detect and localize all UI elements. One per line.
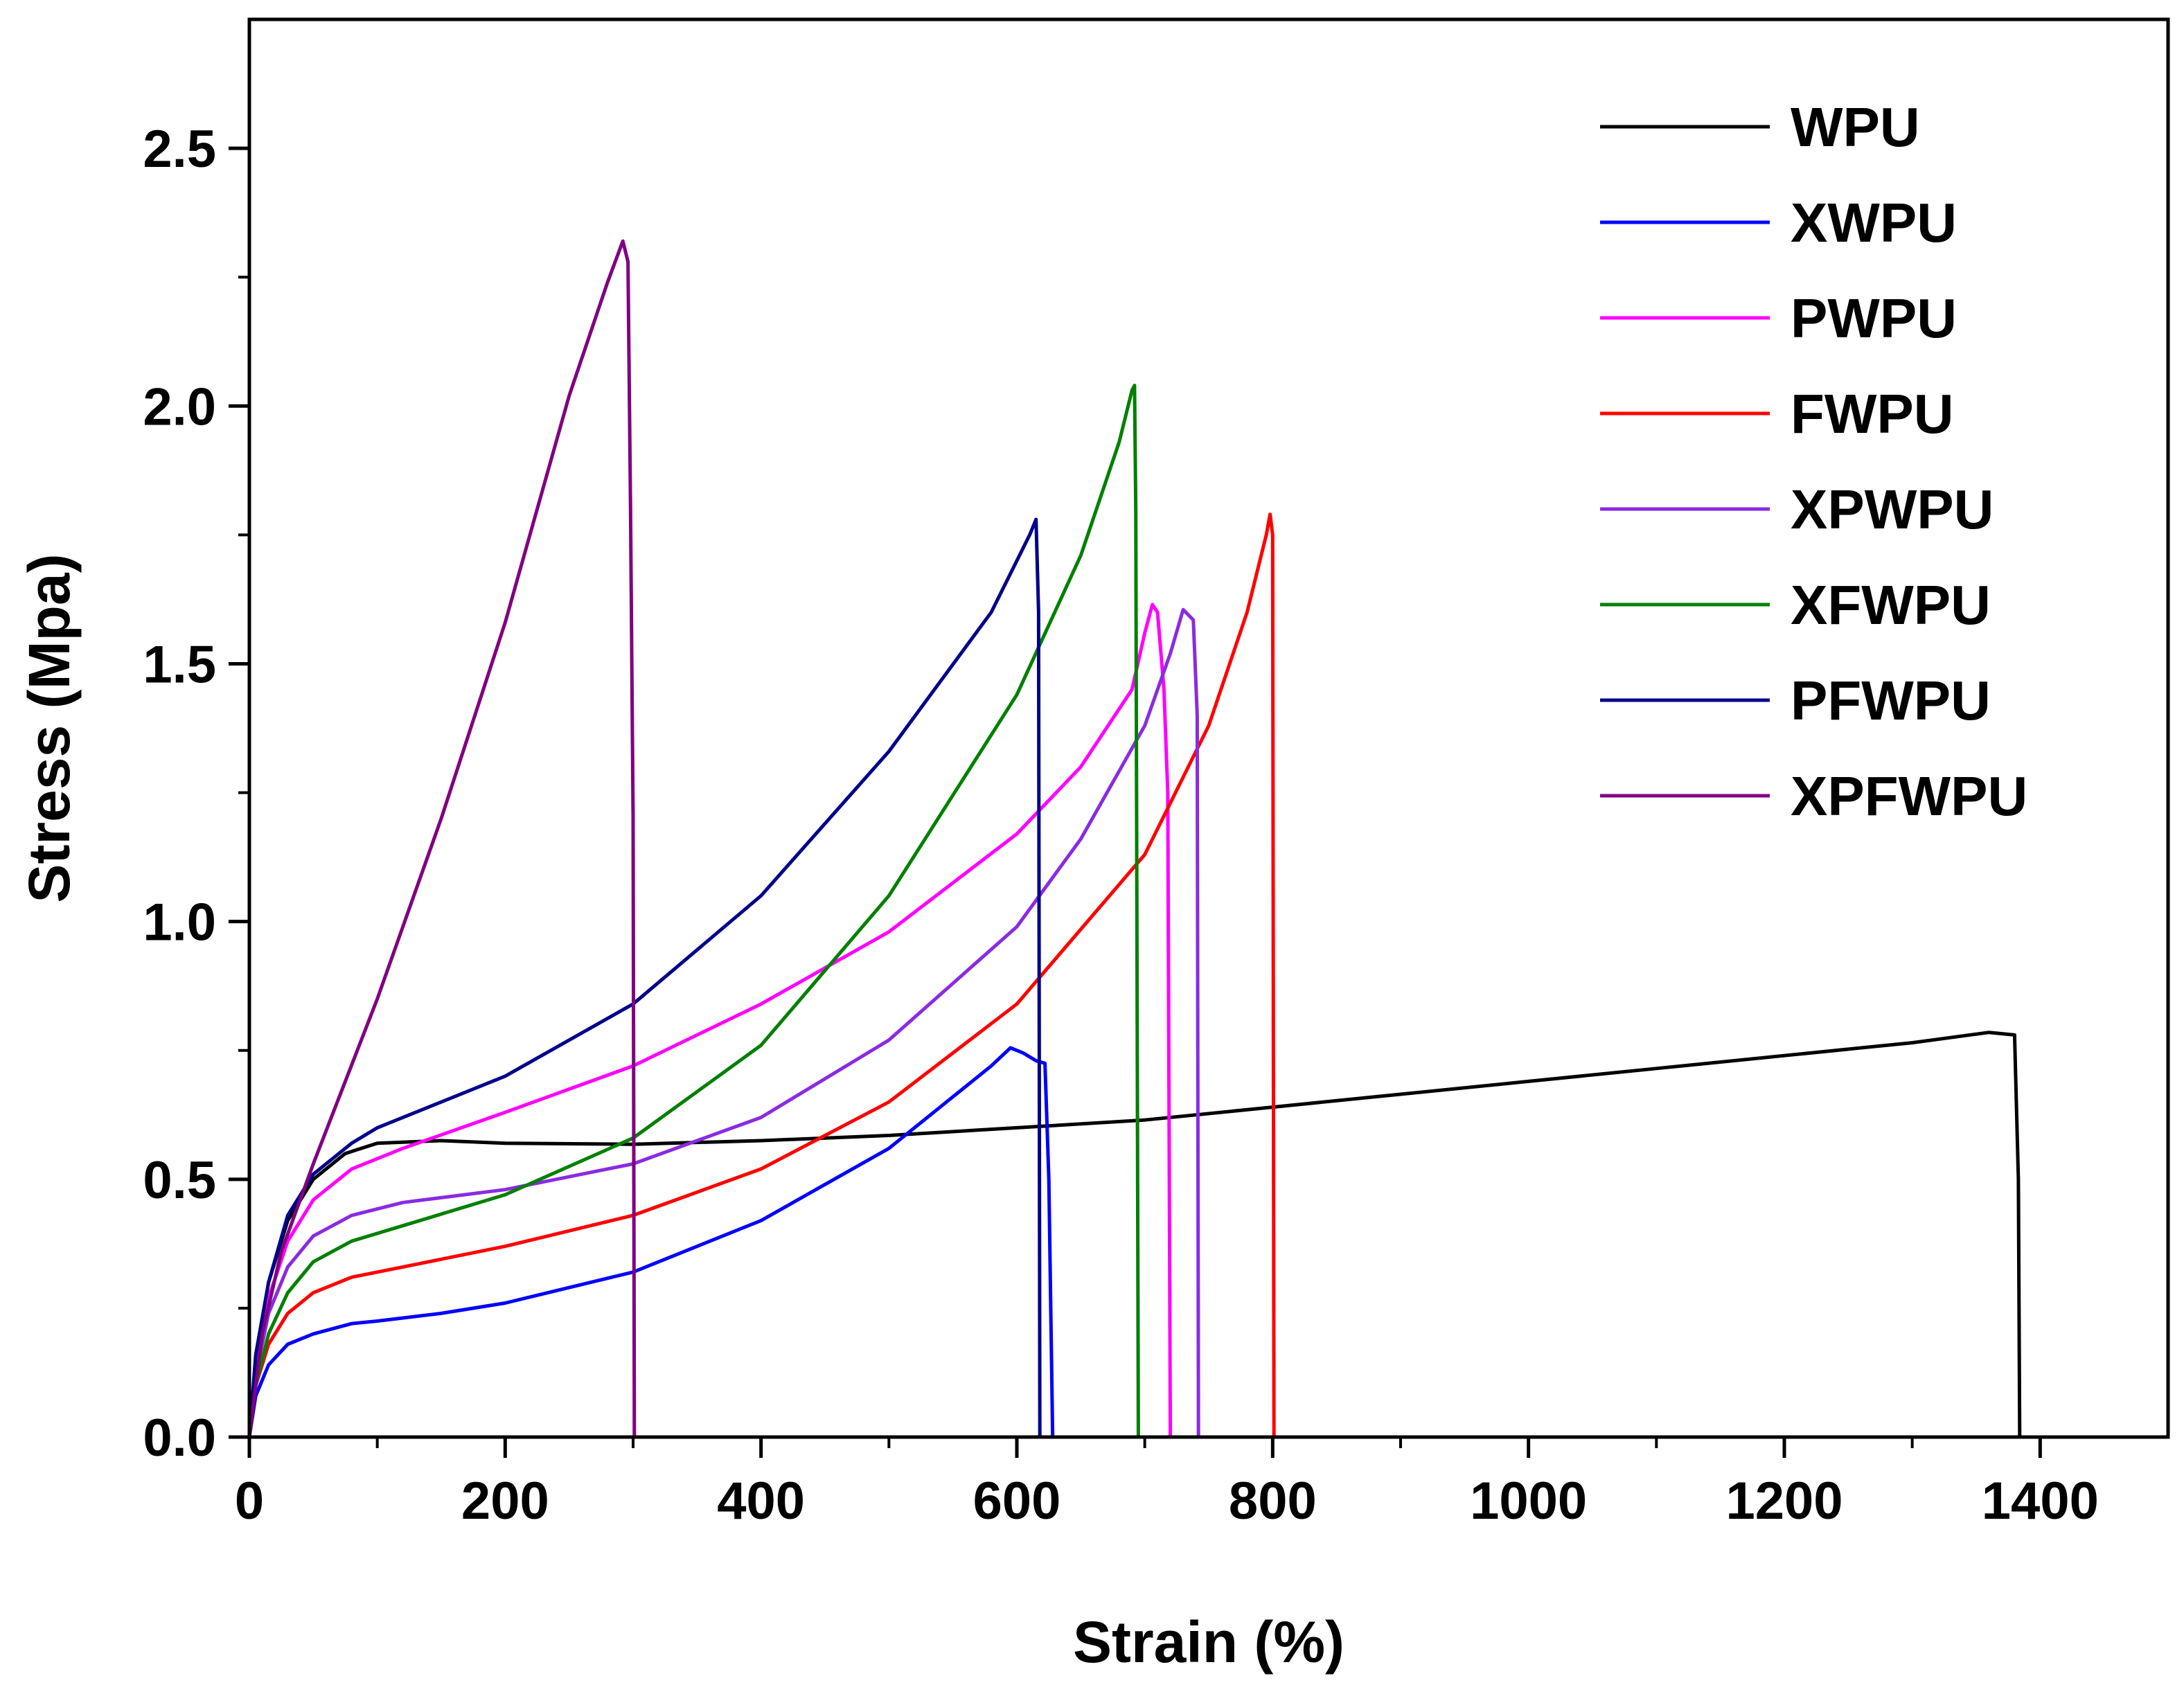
series-line-fwpu (247, 512, 1276, 1439)
series-line-xwpu (247, 1046, 1055, 1439)
y-tick-label: 2.5 (143, 120, 216, 179)
y-tick-label: 1.0 (143, 893, 216, 952)
series-line-xpfwpu (247, 239, 637, 1439)
series-line-wpu (247, 1031, 2022, 1439)
legend-label-xpfwpu: XPFWPU (1791, 765, 2027, 827)
legend-label-xwpu: XWPU (1791, 192, 1957, 253)
x-tick-label: 0 (235, 1472, 264, 1531)
legend-label-pfwpu: PFWPU (1791, 670, 1991, 731)
y-tick-label: 0.5 (143, 1151, 216, 1210)
x-axis-title: Strain (%) (1073, 1610, 1344, 1675)
legend-label-xpwpu: XPWPU (1791, 479, 1994, 540)
y-tick-label: 1.5 (143, 635, 216, 694)
plot-frame (247, 17, 2170, 1439)
x-tick-label: 600 (973, 1472, 1061, 1531)
x-tick-label: 200 (461, 1472, 549, 1531)
series-layer (247, 239, 2022, 1439)
series-line-xpwpu (247, 607, 1200, 1439)
x-tick-label: 1400 (1982, 1472, 2099, 1531)
x-tick-label: 1200 (1725, 1472, 1843, 1531)
series-line-pfwpu (247, 517, 1042, 1439)
legend-label-fwpu: FWPU (1791, 383, 1954, 445)
series-line-xfwpu (247, 384, 1140, 1439)
x-tick-label: 400 (717, 1472, 805, 1531)
y-tick-label: 2.0 (143, 377, 216, 436)
y-tick-label: 0.0 (143, 1409, 216, 1468)
series-line-pwpu (247, 603, 1173, 1439)
y-axis-title: Stress (Mpa) (17, 553, 82, 902)
legend: WPU XWPU PWPU FWPU XPWPU XFWPU PFWPU XPFWPU (1600, 96, 2027, 827)
legend-label-pwpu: PWPU (1791, 287, 1957, 349)
x-tick-label: 800 (1229, 1472, 1317, 1531)
legend-label-wpu: WPU (1791, 96, 1920, 158)
x-tick-label: 1000 (1470, 1472, 1587, 1531)
legend-label-xfwpu: XFWPU (1791, 574, 1991, 636)
x-axis-ticks: 0 200 400 600 800 1000 1200 1400 (235, 1437, 2099, 1531)
y-axis-ticks: 0.0 0.5 1.0 1.5 2.0 2.5 (143, 120, 249, 1468)
